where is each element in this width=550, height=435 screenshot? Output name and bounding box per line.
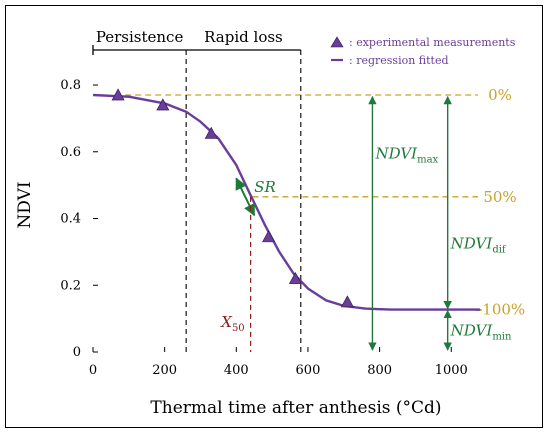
y-tick-label: 0 — [73, 345, 81, 360]
x-tick-label: 800 — [367, 363, 392, 378]
x50-subscript: 50 — [232, 323, 245, 334]
x50-label: X50 — [220, 313, 244, 334]
measurement-point — [288, 271, 302, 284]
plot-axes: 0 200 400 600 800 1000 0 0.2 0.4 0.6 0.8 — [60, 78, 467, 378]
x-axis-label: Thermal time after anthesis (°Cd) — [150, 398, 441, 418]
measurement-point — [340, 295, 354, 308]
y-tick-label: 0.8 — [60, 78, 81, 93]
reference-lines: 0% 50% –100% — [125, 86, 525, 319]
x-tick-label: 0 — [89, 363, 97, 378]
ndvi-min-label: NDVImin — [450, 321, 512, 342]
legend-label-regression: : regression fitted — [349, 54, 449, 67]
regression-curve — [92, 93, 480, 311]
measurement-point — [262, 230, 276, 243]
x-tick-label: 600 — [296, 363, 321, 378]
x-tick-label: 400 — [224, 363, 249, 378]
measurement-point — [204, 126, 218, 139]
phase-brackets: Persistence Rapid loss — [92, 28, 302, 352]
x-tick-label: 1000 — [435, 363, 468, 378]
x-tick-label: 200 — [152, 363, 177, 378]
ndvi-dif-label: NDVIdif — [450, 235, 507, 256]
measurement-point — [111, 88, 125, 101]
annotation-layer: SR X50 NDVImax NDVIdif NDVImin — [220, 95, 512, 352]
phase-label: Rapid loss — [204, 28, 283, 46]
sr-label: SR — [254, 178, 276, 196]
ndvi-dif-subscript: dif — [492, 245, 507, 256]
measurement-point — [156, 98, 170, 111]
y-tick-label: 0.4 — [60, 212, 81, 227]
y-axis-label: NDVI — [15, 181, 35, 228]
legend: : experimental measurements : regression … — [330, 36, 516, 67]
legend-label-measurements: : experimental measurements — [349, 36, 516, 49]
y-tick-label: 0.2 — [60, 278, 81, 293]
phase-label: Persistence — [96, 28, 184, 46]
series-layer — [92, 88, 480, 311]
ndvi-max-label: NDVImax — [374, 144, 438, 165]
ndvi-min-subscript: min — [492, 331, 512, 342]
legend-marker-measurements — [330, 36, 344, 48]
reference-label: 0% — [488, 86, 512, 104]
y-tick-label: 0.6 — [60, 145, 81, 160]
reference-label: 50% — [483, 188, 516, 206]
figure-frame — [5, 5, 543, 428]
reference-label: –100% — [475, 301, 525, 319]
ndvi-max-subscript: max — [417, 154, 438, 165]
